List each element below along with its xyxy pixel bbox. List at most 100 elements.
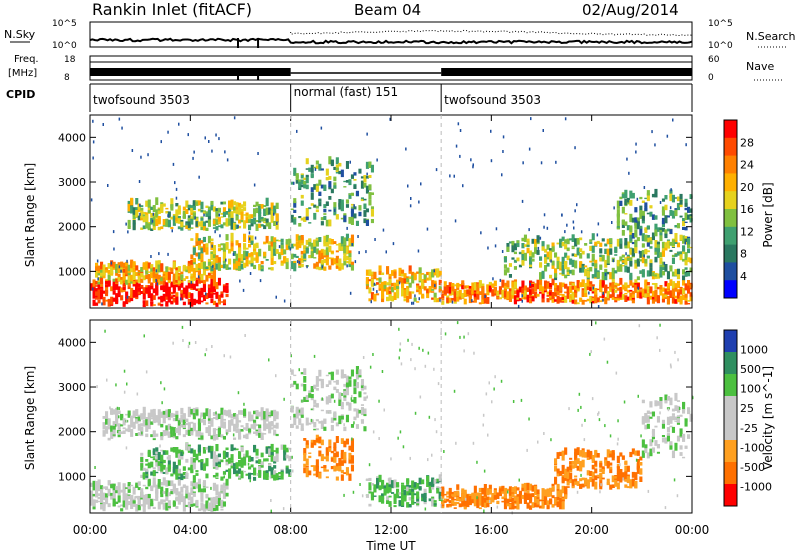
data-cell	[503, 264, 508, 269]
data-cell	[659, 252, 663, 258]
data-cell	[258, 266, 262, 269]
speckle-cell	[376, 158, 378, 162]
data-cell	[185, 294, 189, 299]
x-tick-label: 08:00	[273, 523, 308, 537]
data-cell	[609, 272, 613, 280]
data-cell	[205, 447, 209, 450]
speckle-cell	[444, 332, 447, 336]
data-cell	[554, 273, 558, 278]
speckle-cell	[156, 282, 159, 286]
data-cell	[556, 488, 560, 491]
data-cell	[288, 245, 292, 249]
data-cell	[185, 429, 189, 435]
data-cell	[147, 462, 151, 469]
data-cell	[328, 439, 332, 446]
data-cell	[185, 418, 189, 423]
speckle-cell	[502, 150, 504, 153]
data-cell	[373, 495, 377, 497]
data-cell	[177, 491, 181, 500]
speckle-cell	[372, 353, 374, 356]
data-cell	[205, 274, 209, 281]
data-cell	[534, 496, 538, 505]
data-cell	[463, 293, 467, 297]
data-cell	[117, 495, 121, 503]
speckle-cell	[136, 496, 139, 500]
data-cell	[137, 423, 141, 426]
data-cell	[416, 285, 420, 288]
speckle-cell	[595, 321, 597, 325]
data-cell	[626, 225, 630, 231]
data-cell	[348, 473, 352, 478]
data-cell	[170, 226, 174, 230]
data-cell	[205, 427, 209, 434]
data-cell	[320, 168, 324, 171]
data-cell	[596, 240, 600, 244]
speckle-cell	[268, 358, 270, 362]
data-cell	[130, 295, 134, 302]
data-cell	[217, 497, 222, 506]
data-cell	[639, 196, 643, 200]
data-cell	[192, 503, 196, 507]
data-cell	[240, 263, 244, 270]
data-cell	[132, 264, 136, 272]
data-cell	[233, 466, 237, 475]
data-cell	[381, 479, 385, 483]
data-cell	[253, 243, 257, 249]
data-cell	[245, 259, 249, 266]
data-cell	[370, 209, 375, 217]
speckle-cell	[427, 351, 430, 355]
data-cell	[318, 199, 322, 202]
data-cell	[556, 490, 560, 499]
data-cell	[373, 487, 377, 492]
data-cell	[659, 229, 663, 233]
nave-label: Nave	[746, 60, 774, 73]
data-cell	[285, 258, 289, 263]
data-cell	[473, 495, 477, 497]
data-cell	[646, 452, 650, 459]
data-cell	[190, 294, 194, 301]
data-cell	[513, 266, 518, 270]
data-cell	[541, 247, 545, 251]
data-cell	[195, 473, 199, 476]
data-cell	[97, 270, 101, 276]
data-cell	[433, 300, 437, 303]
data-cell	[240, 219, 244, 223]
data-cell	[235, 261, 239, 269]
data-cell	[235, 448, 239, 451]
data-cell	[544, 265, 548, 272]
data-cell	[333, 202, 337, 208]
data-cell	[300, 200, 304, 206]
data-cell	[150, 485, 154, 489]
data-cell	[549, 283, 553, 288]
data-cell	[170, 268, 174, 274]
data-cell	[222, 211, 227, 218]
data-cell	[478, 291, 482, 295]
data-cell	[265, 259, 269, 261]
data-cell	[503, 502, 508, 510]
data-cell	[303, 463, 307, 468]
data-cell	[388, 278, 392, 285]
data-cell	[100, 261, 104, 269]
data-cell	[634, 450, 638, 456]
data-cell	[255, 429, 259, 432]
data-cell	[162, 477, 166, 486]
data-cell	[240, 211, 244, 220]
speckle-cell	[343, 493, 345, 497]
data-cell	[222, 301, 227, 303]
data-cell	[549, 487, 553, 492]
data-cell	[258, 429, 262, 433]
data-cell	[606, 238, 610, 244]
data-cell	[260, 216, 264, 222]
data-cell	[177, 425, 181, 432]
speckle-cell	[561, 213, 563, 217]
data-cell	[406, 295, 410, 303]
data-cell	[664, 247, 668, 251]
data-cell	[345, 233, 350, 242]
data-cell	[348, 216, 352, 224]
data-cell	[391, 287, 395, 293]
data-cell	[157, 260, 161, 268]
data-cell	[636, 467, 640, 474]
data-cell	[122, 418, 126, 426]
data-cell	[155, 490, 159, 498]
data-cell	[165, 301, 169, 307]
